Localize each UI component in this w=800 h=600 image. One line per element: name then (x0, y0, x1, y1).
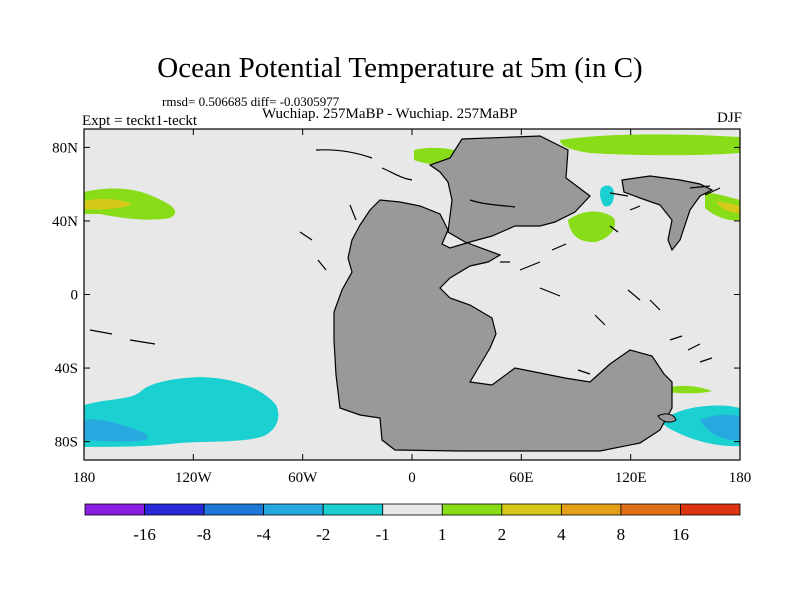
colorbar-swatch (620, 503, 681, 516)
coastline-details (89, 149, 721, 375)
axes: 180 120W 60W 0 60E 120E 180 80N 40N 0 40S 80S (52, 129, 751, 486)
north-landmass (621, 175, 714, 252)
colorbar-label: 1 (438, 525, 447, 544)
colorbar-label: -8 (197, 525, 211, 544)
colorbar-swatch (501, 503, 562, 516)
x-tick-label: 180 (729, 470, 752, 486)
y-tick-label: 40N (52, 214, 78, 230)
region-tethys-warm (568, 211, 616, 243)
x-tick-label: 0 (408, 470, 416, 486)
colorbar-label: -2 (316, 525, 330, 544)
colorbar-swatch (263, 503, 324, 516)
x-tick-label: 120E (615, 470, 647, 486)
colorbar-swatch (84, 503, 145, 516)
pangaea-landmass (333, 135, 673, 452)
colorbar-label: 16 (672, 525, 689, 544)
y-tick-label: 80S (55, 435, 78, 451)
region-southern-ocean-cool-core (84, 419, 148, 442)
colorbar-swatch (560, 503, 622, 516)
stats-line: rmsd= 0.506685 diff= -0.0305977 (162, 94, 340, 109)
colorbar-label: -4 (257, 525, 272, 544)
region-south-pacific-cool-core (700, 414, 740, 441)
colorbar: -16 -8 -4 -2 -1 1 2 4 8 16 (84, 503, 741, 544)
colorbar-swatch (322, 503, 384, 516)
x-tick-label: 60W (288, 470, 318, 486)
colorbar-label: 4 (557, 525, 566, 544)
region-east-asia-cool (600, 185, 614, 207)
x-tick-label: 60E (509, 470, 533, 486)
y-tick-label: 80N (52, 140, 78, 156)
chart-subtitle: Wuchiap. 257MaBP - Wuchiap. 257MaBP (262, 106, 518, 122)
experiment-label: Expt = teckt1-teckt (82, 113, 198, 129)
region-south-pacific-warm (668, 385, 712, 394)
x-tick-label: 180 (73, 470, 96, 486)
colorbar-swatch (203, 503, 265, 516)
colorbar-label: -16 (133, 525, 156, 544)
colorbar-swatch (441, 503, 503, 516)
colorbar-label: -1 (376, 525, 390, 544)
chart-title: Ocean Potential Temperature at 5m (in C) (157, 52, 643, 84)
map-area (84, 129, 740, 460)
region-arctic-warm-east (560, 134, 740, 156)
x-tick-label: 120W (175, 470, 213, 486)
region-north-pacific-warm-core (84, 198, 132, 210)
colorbar-swatch (144, 503, 205, 516)
colorbar-swatch (680, 503, 741, 516)
region-east-panthalassa-warm-core (716, 201, 740, 213)
colorbar-swatch (382, 503, 443, 516)
colorbar-label: 2 (498, 525, 507, 544)
season-label: DJF (716, 110, 742, 126)
y-tick-label: 0 (71, 288, 79, 304)
colorbar-label: 8 (617, 525, 626, 544)
y-tick-label: 40S (55, 361, 78, 377)
small-island-1 (657, 413, 677, 423)
